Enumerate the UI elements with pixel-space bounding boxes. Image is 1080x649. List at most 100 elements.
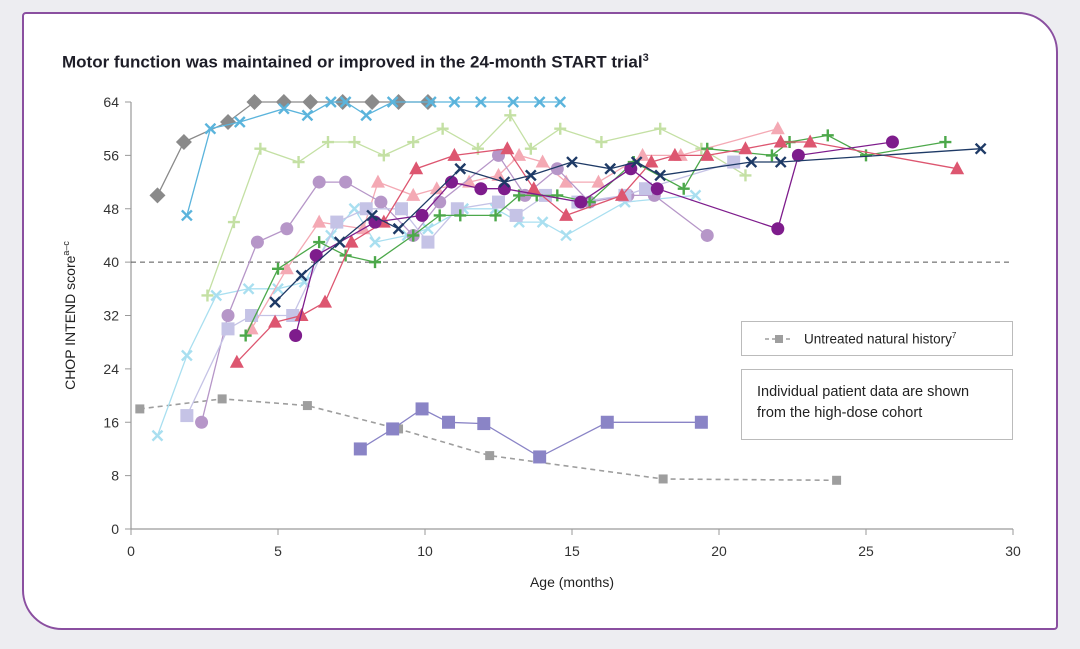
- data-point: [377, 149, 390, 162]
- data-point: [677, 182, 690, 195]
- x-tick-label: 30: [1005, 543, 1021, 559]
- data-point: [295, 269, 308, 282]
- series-line: [156, 101, 428, 196]
- data-point: [330, 215, 344, 229]
- data-point: [559, 207, 574, 221]
- y-tick-label: 0: [111, 521, 119, 537]
- data-point: [489, 209, 502, 222]
- data-point: [242, 282, 255, 295]
- data-point: [614, 187, 629, 201]
- series-4: [353, 402, 708, 464]
- data-point: [771, 222, 785, 236]
- y-tick-label: 24: [103, 361, 119, 377]
- data-point: [421, 235, 435, 249]
- data-point: [392, 222, 405, 235]
- data-point: [312, 214, 327, 228]
- data-point: [254, 142, 267, 155]
- y-tick-label: 64: [103, 94, 119, 110]
- data-point: [318, 294, 333, 308]
- series-10: [239, 129, 952, 342]
- data-point: [250, 235, 264, 249]
- data-point: [374, 195, 388, 209]
- data-point: [149, 187, 166, 204]
- data-point: [512, 147, 527, 161]
- data-point: [221, 309, 235, 322]
- data-point: [220, 114, 237, 131]
- data-point: [309, 248, 323, 262]
- data-point: [415, 208, 429, 222]
- data-point: [498, 176, 511, 188]
- data-point: [151, 429, 164, 442]
- data-point: [860, 149, 872, 162]
- data-point: [745, 156, 758, 168]
- data-point: [415, 402, 429, 416]
- y-axis-title-text: CHOP INTEND score: [62, 255, 78, 390]
- data-point: [500, 141, 515, 155]
- y-axis-title: CHOP INTEND scorea–c: [61, 241, 78, 390]
- data-point: [604, 162, 617, 175]
- data-point: [689, 189, 702, 202]
- note-box: Individual patient data are shown from t…: [741, 369, 1013, 440]
- series-5: [151, 189, 702, 442]
- data-point: [497, 182, 511, 196]
- data-point: [339, 96, 352, 108]
- series-line: [294, 141, 893, 336]
- data-point: [204, 122, 217, 135]
- data-point: [524, 142, 537, 155]
- data-point: [246, 94, 263, 110]
- data-point: [635, 147, 650, 161]
- data-point: [939, 136, 952, 149]
- data-point: [591, 174, 606, 188]
- data-point: [353, 442, 367, 456]
- data-point: [491, 167, 506, 181]
- data-point: [175, 134, 192, 151]
- x-tick-label: 25: [858, 543, 874, 559]
- legend-symbol-dashed-square: [765, 335, 793, 343]
- data-point: [272, 262, 284, 275]
- data-point: [233, 116, 246, 128]
- data-point: [485, 451, 495, 461]
- note-line-1: Individual patient data are shown: [757, 384, 970, 400]
- data-point: [436, 122, 449, 135]
- series-line: [139, 398, 837, 482]
- data-point: [181, 349, 193, 362]
- data-point: [454, 162, 467, 175]
- data-point: [738, 141, 753, 155]
- data-point: [654, 169, 667, 182]
- y-axis-title-superscript: a–c: [61, 241, 71, 256]
- data-point: [292, 156, 305, 169]
- data-point: [221, 322, 235, 336]
- data-point: [301, 109, 314, 122]
- legend-label-superscript: 7: [951, 331, 957, 340]
- data-point: [654, 122, 667, 135]
- y-tick-label: 56: [103, 147, 119, 163]
- data-point: [422, 222, 434, 235]
- data-point: [727, 155, 741, 169]
- data-point: [554, 96, 567, 108]
- data-point: [180, 409, 194, 423]
- data-point: [217, 394, 227, 404]
- data-point: [245, 309, 259, 322]
- data-point: [447, 147, 462, 161]
- y-tick-label: 32: [103, 308, 119, 324]
- data-point: [462, 174, 477, 188]
- data-point: [450, 202, 464, 216]
- data-point: [360, 109, 373, 122]
- y-tick-label: 40: [103, 254, 119, 270]
- chart-series: [135, 94, 987, 485]
- data-point: [559, 174, 574, 188]
- data-point: [477, 417, 491, 431]
- data-point: [239, 329, 252, 342]
- data-point: [321, 136, 334, 149]
- chart-title-superscript: 3: [642, 52, 649, 64]
- data-point: [135, 404, 145, 414]
- data-point: [524, 169, 537, 182]
- data-point: [333, 236, 346, 248]
- data-point: [533, 96, 546, 108]
- data-point: [526, 181, 541, 195]
- data-point: [974, 142, 987, 155]
- data-point: [325, 96, 337, 108]
- data-point: [773, 134, 788, 148]
- data-point: [536, 216, 549, 228]
- data-point: [554, 122, 567, 135]
